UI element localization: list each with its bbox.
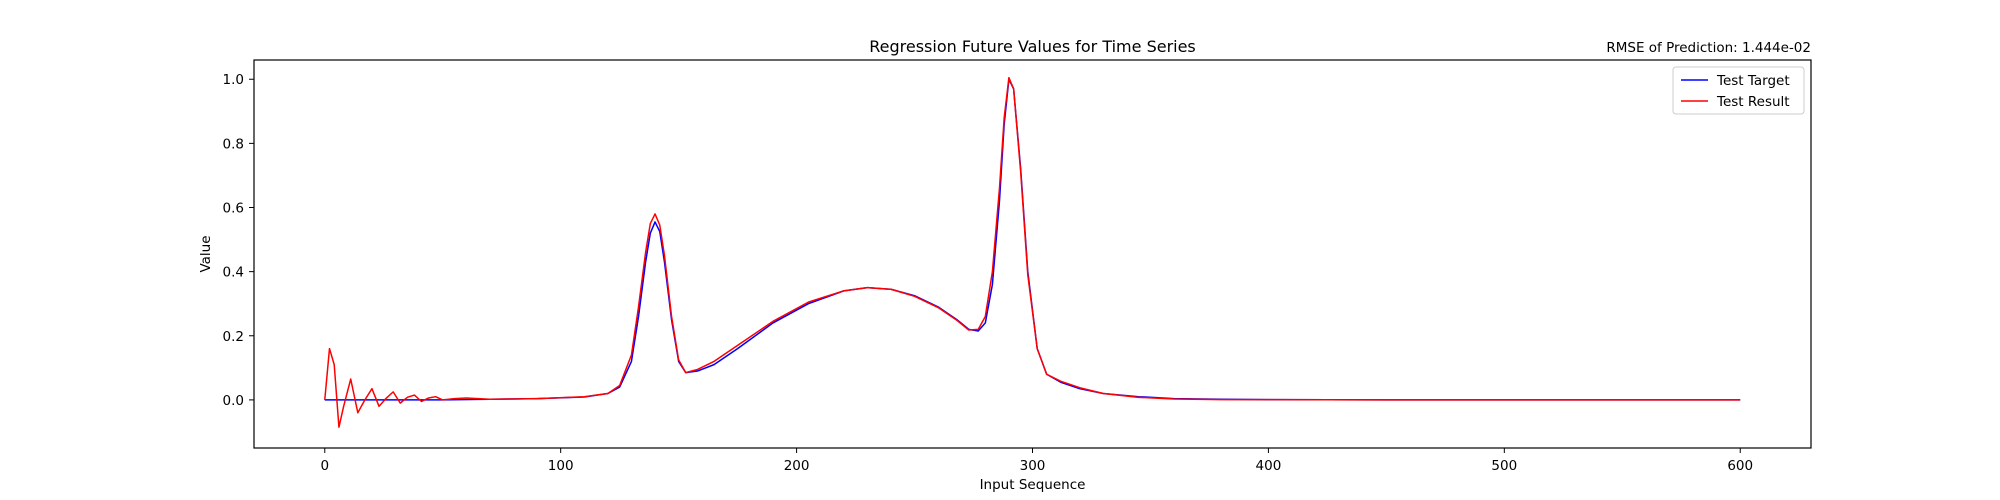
legend-label-test-target: Test Target	[1716, 73, 1790, 89]
x-tick-label: 500	[1491, 458, 1517, 474]
y-tick-label: 0.8	[223, 136, 244, 152]
x-tick-label: 200	[784, 458, 810, 474]
x-axis-ticks: 0 100 200 300 400 500 600	[320, 448, 1753, 474]
series-line-test-target	[324, 78, 1741, 401]
series-line-test-result	[324, 76, 1741, 428]
y-tick-label: 1.0	[223, 72, 244, 88]
y-tick-label: 0.2	[223, 329, 244, 345]
x-axis-label: Input Sequence	[980, 477, 1086, 493]
legend-box	[1672, 66, 1805, 115]
chart-title: Regression Future Values for Time Series	[869, 37, 1196, 56]
legend-label-test-result: Test Result	[1716, 94, 1790, 110]
series-layer	[324, 76, 1741, 428]
rmse-annotation: RMSE of Prediction: 1.444e-02	[1606, 40, 1811, 56]
x-tick-label: 400	[1256, 458, 1282, 474]
y-tick-label: 0.0	[223, 393, 244, 409]
plot-area-frame	[253, 59, 1812, 449]
y-axis-label: Value	[198, 235, 214, 272]
y-tick-label: 0.4	[223, 265, 244, 281]
x-tick-label: 600	[1727, 458, 1753, 474]
x-tick-label: 0	[320, 458, 329, 474]
x-tick-label: 300	[1020, 458, 1046, 474]
y-axis-ticks: 0.0 0.2 0.4 0.6 0.8 1.0	[223, 72, 254, 409]
chart-legend: Test Target Test Result	[1672, 66, 1805, 115]
x-tick-label: 100	[548, 458, 574, 474]
y-tick-label: 0.6	[223, 201, 244, 217]
